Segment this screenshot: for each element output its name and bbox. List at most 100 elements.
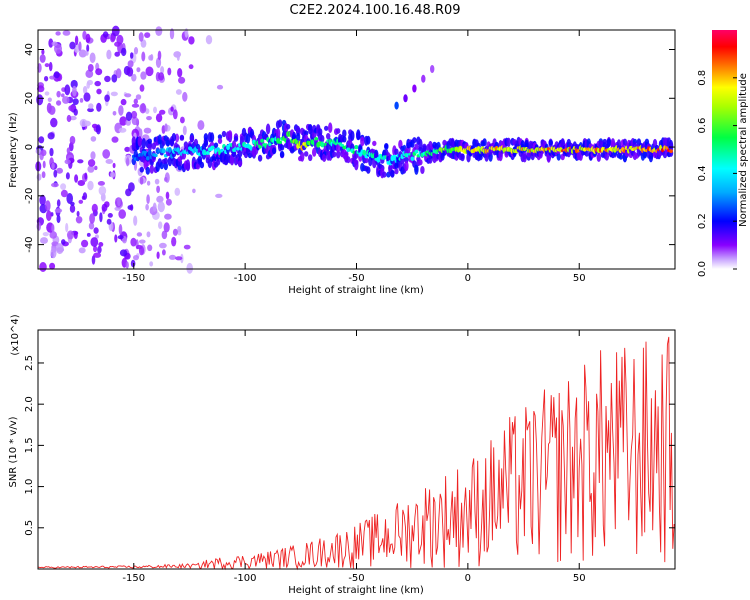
spectrogram-noise-cell (205, 35, 213, 45)
spectrogram-noise-cell (110, 35, 116, 43)
spectrogram-ridge-core (410, 156, 415, 161)
snr-y-axis-label: SNR (10 * v/v) (8, 416, 19, 487)
spectrogram-ridge-halo (328, 122, 333, 133)
spectrogram-noise-cell (140, 39, 147, 48)
spectrogram-ridge-halo (217, 134, 223, 140)
spectrogram-noise-cell (48, 105, 56, 116)
y-tick-label: 1.0 (24, 479, 35, 495)
spectrogram-noise-cell (77, 180, 86, 186)
spectrogram-noise-cell (49, 147, 54, 157)
spectrogram-noise-cell (175, 89, 182, 95)
spectrogram-noise-cell (87, 107, 94, 113)
spectrogram-plot: -150 -100 -50 0 50 -40 -20 0 20 40 Height of str… (8, 25, 676, 296)
spectrogram-noise-cell (39, 54, 46, 63)
spectrogram-noise-cell (40, 237, 48, 244)
spectrogram-ridge-halo (195, 163, 201, 170)
spectrogram-noise-cell (131, 110, 138, 119)
spectrogram-ridge-halo (312, 147, 317, 157)
spectrogram-noise-cell (97, 245, 102, 254)
spectrogram-noise-cell (75, 216, 83, 224)
spectrogram-noise-cell (127, 182, 135, 192)
spectrogram-marks (35, 25, 674, 274)
spectrogram-noise-cell (84, 51, 89, 56)
spectrogram-noise-cell (62, 96, 70, 104)
snr-series-line (37, 336, 675, 571)
spectrogram-y-ticks: -40 -20 0 20 40 (24, 43, 675, 253)
spectrogram-noise-cell (188, 64, 194, 70)
spectrogram-ridge-halo (354, 160, 359, 171)
spectrogram-noise-cell (36, 173, 42, 181)
spectrogram-noise-cell (39, 194, 46, 206)
x-tick-label: -100 (234, 273, 257, 284)
x-tick-label: -150 (122, 573, 145, 584)
spectrogram-noise-cell (84, 172, 88, 180)
spectrogram-ridge-halo (618, 153, 624, 160)
spectrogram-noise-cell (87, 180, 94, 191)
spectrogram-noise-cell (111, 136, 119, 143)
spectrogram-noise-cell (136, 67, 141, 73)
colorbar-ticks: 0.0 0.2 0.4 0.6 0.8 (697, 70, 737, 277)
spectrogram-ridge-halo (360, 136, 365, 147)
spectrogram-ridge-halo (342, 136, 347, 143)
spectrogram-noise-cell (74, 174, 79, 183)
spectrogram-noise-cell (36, 222, 41, 231)
spectrogram-noise-cell (161, 230, 168, 240)
spectrogram-ridge-halo (332, 151, 337, 158)
spectrogram-ridge-halo (350, 130, 355, 141)
spectrogram-noise-cell (130, 237, 137, 247)
spectrogram-noise-cell (44, 76, 49, 82)
x-tick-label: 50 (573, 273, 586, 284)
spectrogram-noise-cell (51, 182, 59, 188)
spectrogram-noise-cell (62, 30, 71, 36)
spectrogram-noise-cell (48, 61, 53, 72)
spectrogram-ridge-halo (237, 160, 243, 167)
spectrogram-noise-cell (55, 31, 61, 36)
spectrogram-noise-cell (83, 92, 91, 102)
spectrogram-noise-cell (86, 44, 90, 52)
spectrogram-noise-cell (47, 97, 52, 103)
spectrogram-ridge-halo (199, 161, 205, 169)
spectrogram-noise-cell (82, 86, 88, 94)
spectrogram-noise-cell (133, 215, 138, 226)
spectrogram-noise-cell (146, 194, 150, 205)
spectrogram-noise-cell (149, 261, 154, 267)
colorbar-tick-label: 0.6 (697, 118, 708, 134)
spectrogram-noise-cell (129, 204, 134, 211)
spectrogram-ridge-halo (548, 139, 553, 146)
spectrogram-noise-cell (106, 49, 112, 60)
spectrogram-ridge-halo (203, 133, 209, 141)
spectrogram-ridge-core (153, 153, 158, 158)
spectrogram-ridge-halo (179, 135, 185, 141)
spectrogram-noise-cell (130, 52, 134, 59)
spectrogram-noise-cell (141, 51, 146, 62)
spectrogram-noise-cell (188, 36, 195, 45)
spectrogram-noise-cell (66, 230, 75, 240)
spectrogram-noise-cell (89, 213, 95, 224)
spectrogram-noise-cell (49, 75, 56, 80)
spectrogram-noise-cell (39, 262, 47, 272)
spectrogram-noise-cell (54, 43, 62, 54)
spectrogram-ridge-halo (322, 153, 327, 162)
spectrogram-ridge-halo (418, 159, 423, 166)
snr-x-axis-label: Height of straight line (km) (288, 585, 424, 596)
spectrogram-noise-cell (169, 28, 175, 40)
spectrogram-noise-cell (170, 106, 174, 112)
y-tick-label: 1.5 (24, 437, 35, 453)
spectrogram-noise-cell (56, 100, 62, 106)
spectrogram-ridge-halo (141, 138, 146, 149)
spectrogram-noise-cell (79, 98, 84, 103)
spectrogram-ridge-halo (300, 151, 305, 162)
spectrogram-ridge-halo (584, 150, 589, 157)
spectrogram-ridge-halo (418, 138, 423, 150)
spectrogram-noise-cell (69, 135, 76, 145)
spectrogram-noise-cell (132, 73, 137, 80)
spectrogram-ridge-halo (233, 136, 239, 142)
spectrogram-noise-cell (112, 111, 117, 116)
spectrogram-noise-cell (186, 262, 193, 274)
spectrogram-ridge-core (168, 147, 172, 154)
y-tick-label: 2.5 (24, 355, 35, 371)
spectrogram-noise-cell (56, 90, 61, 98)
spectrogram-noise-cell (50, 117, 58, 128)
spectrogram-noise-cell (96, 102, 102, 112)
spectrogram-ridge-halo (420, 166, 425, 174)
